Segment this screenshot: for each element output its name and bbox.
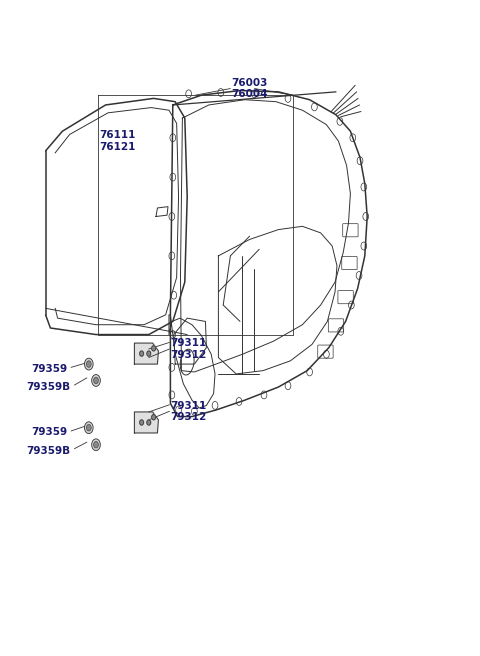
Text: 79311
79312: 79311 79312 [170,338,207,359]
Text: 79359B: 79359B [26,446,71,457]
Circle shape [147,420,151,425]
Text: 79359: 79359 [31,363,67,374]
Polygon shape [134,412,158,433]
Circle shape [92,439,100,451]
Circle shape [92,375,100,386]
Circle shape [147,351,151,356]
Circle shape [152,415,156,420]
Circle shape [86,361,91,367]
Text: 76003
76004: 76003 76004 [231,78,268,99]
Circle shape [84,358,93,370]
Circle shape [86,424,91,431]
Circle shape [140,351,144,356]
Circle shape [140,420,144,425]
Text: 79359: 79359 [31,426,67,437]
Text: 79311
79312: 79311 79312 [170,401,207,422]
Text: 76111
76121: 76111 76121 [99,131,136,152]
Text: 79359B: 79359B [26,382,71,392]
Circle shape [94,441,98,448]
Circle shape [84,422,93,434]
Polygon shape [134,343,158,364]
Circle shape [152,346,156,351]
Circle shape [94,377,98,384]
